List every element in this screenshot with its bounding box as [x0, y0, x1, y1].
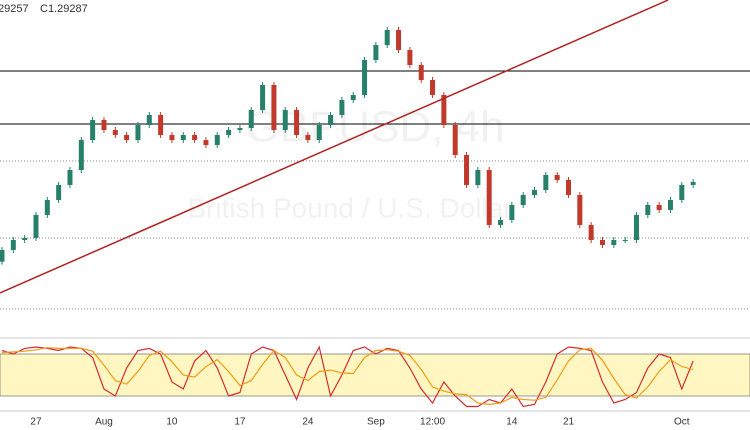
oscillator-band — [0, 353, 750, 397]
candle — [101, 119, 107, 130]
candle — [192, 134, 198, 141]
candle — [56, 184, 62, 200]
candle — [430, 79, 436, 95]
candle — [486, 170, 492, 225]
x-tick-label: Aug — [95, 417, 113, 428]
candle — [396, 29, 402, 50]
candle — [146, 114, 152, 125]
candle — [407, 49, 413, 66]
x-tick-label: 17 — [234, 417, 246, 428]
watermark: GBPUSD, 4h — [245, 103, 504, 152]
candle — [248, 109, 254, 128]
candle — [532, 189, 538, 195]
candle — [22, 237, 28, 241]
candle — [690, 181, 696, 185]
candle — [112, 129, 118, 135]
candle — [509, 204, 515, 220]
candle — [260, 85, 266, 110]
candle — [475, 170, 481, 185]
candle — [577, 194, 583, 225]
x-tick-label: 24 — [302, 417, 314, 428]
candle — [645, 204, 651, 215]
candle — [452, 124, 458, 155]
candle — [124, 134, 130, 141]
candle — [441, 94, 447, 125]
watermark: British Pound / U.S. Dollar — [187, 192, 512, 223]
candle — [350, 94, 356, 100]
oscillator-line — [1, 345, 694, 408]
x-tick-label: Oct — [674, 417, 690, 428]
candle — [271, 85, 277, 130]
candle — [498, 219, 504, 225]
candle — [599, 240, 605, 245]
candle — [226, 129, 232, 135]
candle — [554, 174, 560, 180]
candle — [135, 124, 141, 141]
candle — [656, 204, 662, 210]
candle — [90, 119, 96, 141]
trendline — [0, 0, 669, 294]
x-tick-label: 12:00 — [420, 417, 445, 428]
candle — [305, 134, 311, 141]
candle — [294, 109, 300, 135]
x-tick-label: 21 — [563, 417, 575, 428]
header-close: C1.29287 — [40, 3, 88, 15]
candle — [384, 29, 390, 46]
candle — [10, 240, 16, 250]
candle — [67, 170, 73, 185]
candle — [44, 199, 50, 215]
candle — [588, 224, 594, 241]
candle — [373, 45, 379, 60]
candle — [464, 154, 470, 185]
candle — [566, 179, 571, 195]
candle — [362, 59, 368, 95]
x-tick-label: Sep — [367, 417, 385, 428]
candle — [633, 214, 639, 241]
candle — [418, 65, 424, 80]
candle — [520, 194, 526, 205]
candle — [214, 134, 220, 145]
candle — [0, 249, 5, 262]
candle — [203, 140, 209, 145]
candle — [328, 114, 334, 125]
candle — [237, 127, 243, 130]
candle — [543, 174, 549, 190]
candle — [622, 240, 628, 242]
candle — [667, 199, 673, 210]
candle — [33, 214, 39, 238]
header-low: 29257 — [0, 3, 29, 15]
x-tick-label: 10 — [166, 417, 178, 428]
candle — [158, 114, 164, 135]
candle — [180, 134, 186, 141]
oscillator-line — [1, 347, 694, 406]
candle — [169, 134, 175, 141]
x-tick-label: 14 — [506, 417, 518, 428]
candle — [611, 240, 617, 245]
candle — [316, 124, 322, 141]
candle — [78, 140, 84, 170]
candle — [679, 184, 685, 200]
x-tick-label: 27 — [30, 417, 42, 428]
candle — [339, 99, 345, 115]
candle — [282, 109, 288, 130]
